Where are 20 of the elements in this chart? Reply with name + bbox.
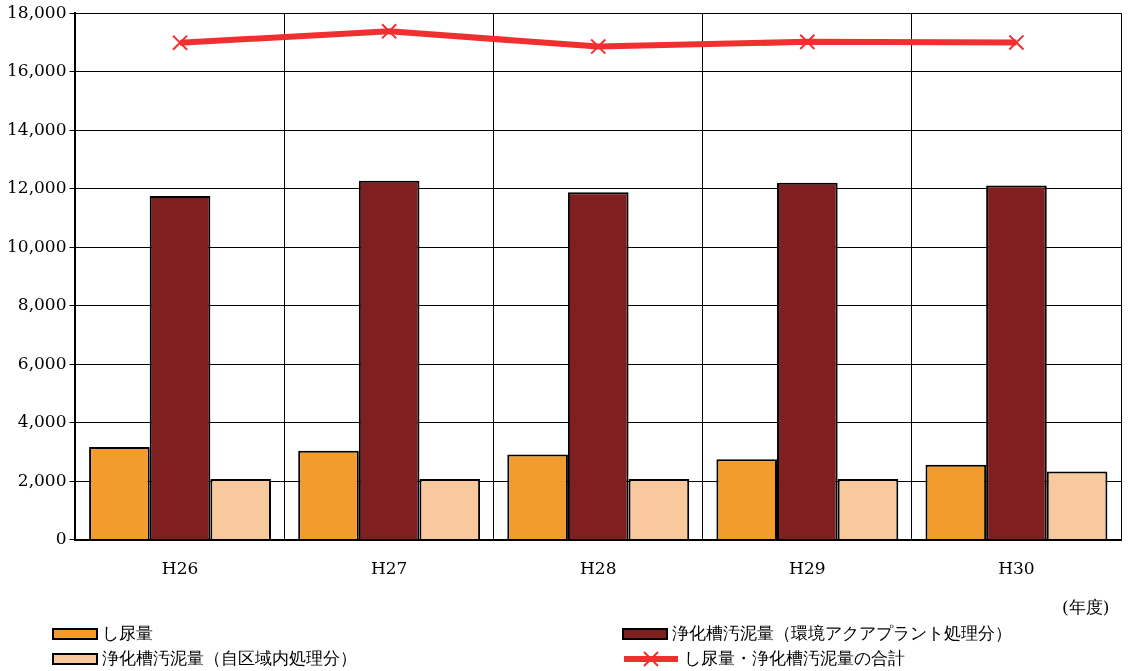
y-tick-label: 8,000 — [17, 294, 67, 315]
x-tick-label: H30 — [998, 558, 1035, 579]
y-tick-label: 14,000 — [7, 118, 67, 139]
x-tick-label: H27 — [370, 558, 408, 579]
y-tick-label: 18,000 — [7, 1, 67, 22]
x-tick-label: H29 — [789, 558, 826, 579]
x-tick-label: H28 — [580, 558, 617, 579]
x-tick-label: H26 — [161, 558, 199, 579]
legend-label: 浄化槽汚泥量（環境アクアプラント処理分） — [672, 622, 1012, 645]
legend-label: し尿量・浄化槽汚泥量の合計 — [684, 647, 905, 670]
y-tick-label: 12,000 — [7, 177, 67, 198]
y-tick-label: 4,000 — [17, 411, 67, 432]
y-tick-label: 2,000 — [17, 469, 67, 490]
y-tick-label: 10,000 — [7, 235, 67, 256]
text: (年度) — [1062, 596, 1110, 619]
y-tick-label: 0 — [55, 528, 67, 549]
legend-label: し尿量 — [102, 622, 153, 645]
y-tick-label: 16,000 — [7, 60, 67, 81]
y-tick-label: 6,000 — [17, 352, 67, 373]
legend-label: 浄化槽汚泥量（自区域内処理分） — [102, 647, 357, 670]
